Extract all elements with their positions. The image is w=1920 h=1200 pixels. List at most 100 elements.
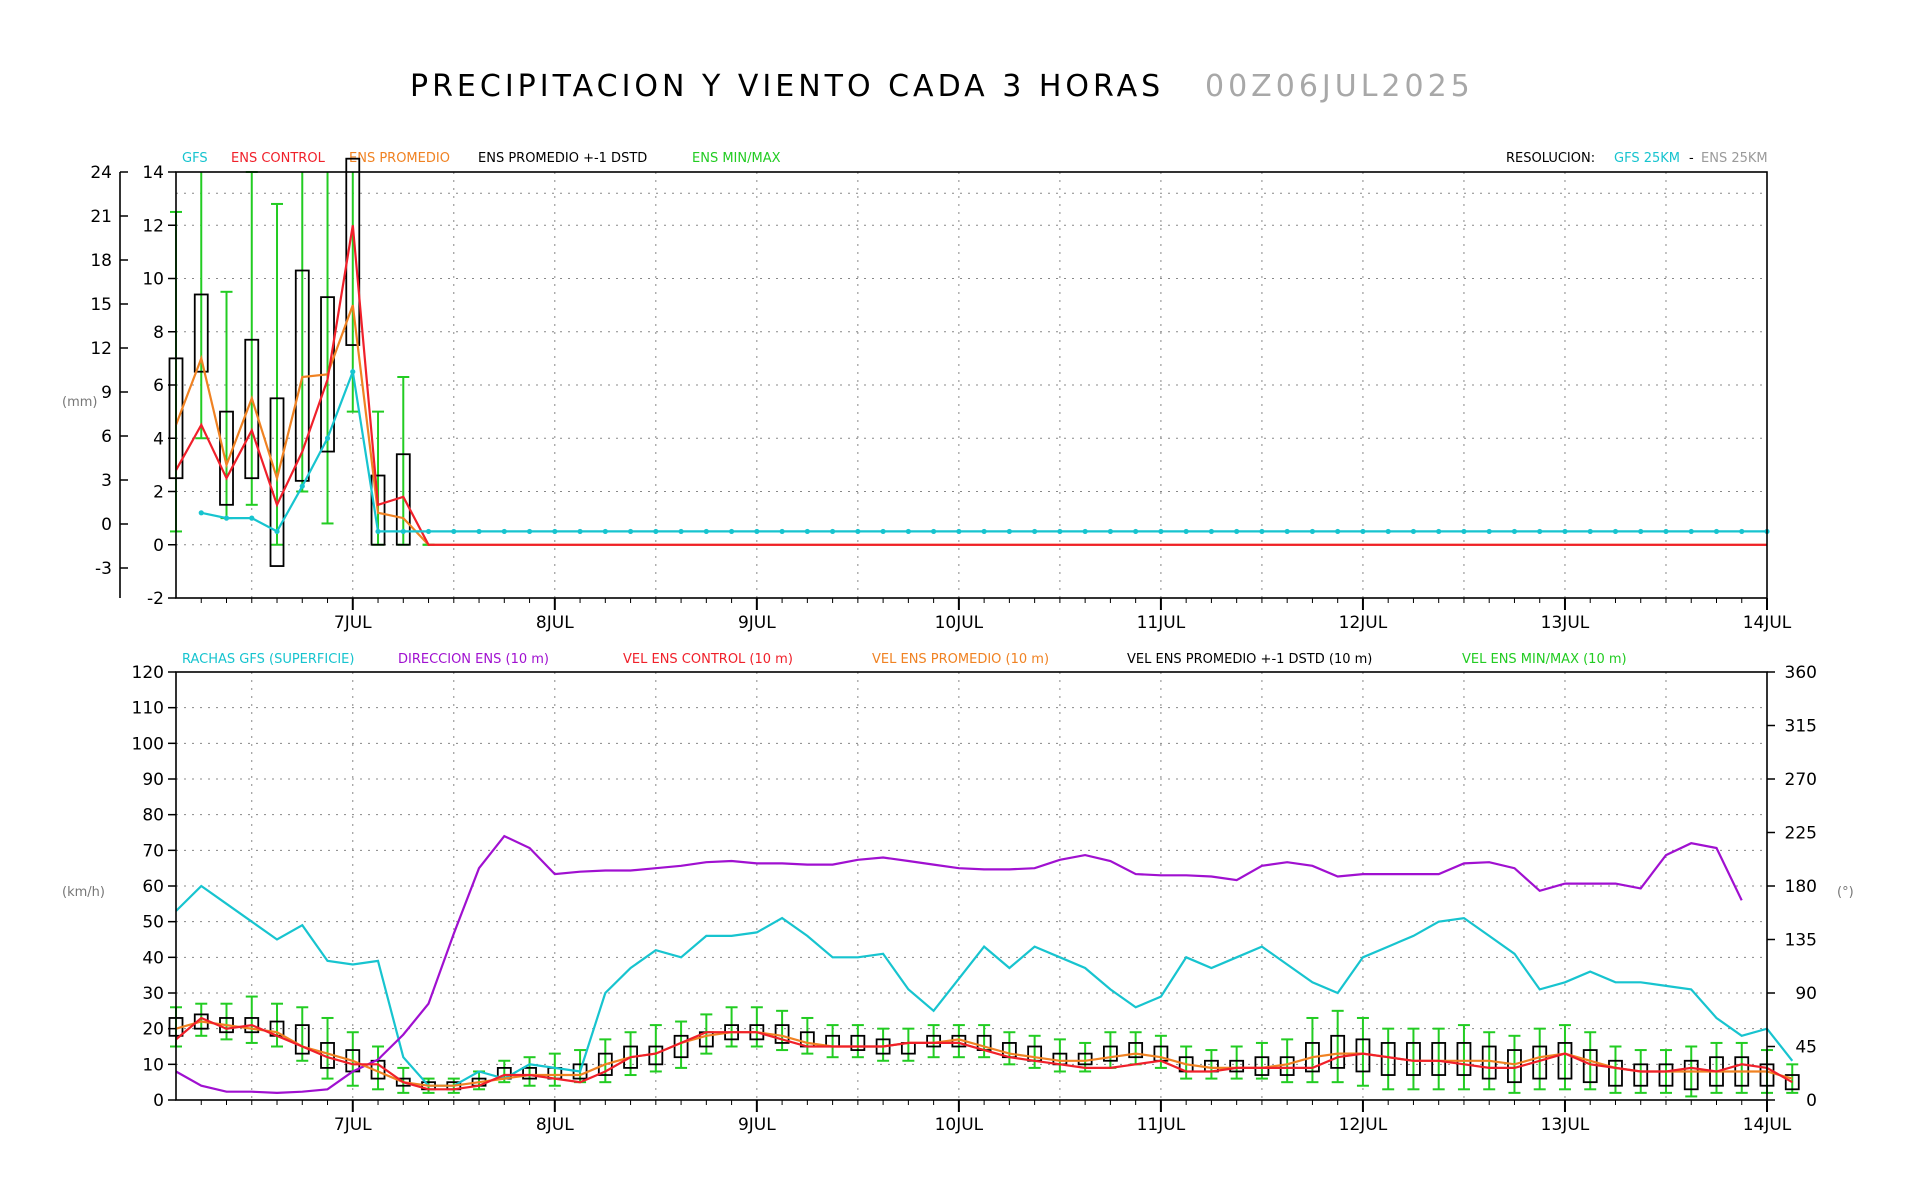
wind-std-box-38 bbox=[1128, 1042, 1144, 1059]
p2-llabel-6: 60 bbox=[142, 877, 164, 897]
legend-gfs: GFS bbox=[182, 151, 208, 166]
wind-ens-control-line bbox=[175, 1016, 1793, 1091]
precip-gfs-point-25 bbox=[804, 528, 810, 535]
precip-gfs-point-23 bbox=[754, 528, 760, 535]
precip-gfs-point-14 bbox=[526, 528, 533, 535]
precip-gfs-point-27 bbox=[855, 528, 861, 535]
precip-gfs-point-6 bbox=[324, 435, 331, 441]
wind-std-box-5 bbox=[294, 1024, 310, 1055]
precip-gfs-point-57 bbox=[1612, 528, 1619, 535]
wind-std-box-50 bbox=[1431, 1042, 1447, 1076]
precip-gfs-point-45 bbox=[1309, 528, 1316, 535]
wind-ens-mean-line bbox=[175, 1020, 1793, 1087]
p2-llabel-4: 80 bbox=[142, 806, 164, 826]
precip-gfs-point-32 bbox=[981, 528, 987, 535]
p1-xlabel-3: 10JUL bbox=[935, 613, 984, 633]
p1-xlabel-0: 7JUL bbox=[334, 613, 372, 633]
legend-ens-minmax: ENS MIN/MAX bbox=[692, 151, 781, 166]
p1-rlabel-8: -2 bbox=[147, 589, 164, 609]
panel2-legend: RACHAS GFS (SUPERFICIE) DIRECCION ENS (1… bbox=[182, 652, 1627, 667]
precip-gfs-point-18 bbox=[627, 528, 634, 535]
panel1-plot bbox=[168, 157, 1770, 567]
p2-xlabel-3: 10JUL bbox=[935, 1115, 984, 1135]
panel2-unit-right: (°) bbox=[1837, 885, 1854, 900]
p2-llabel-10: 20 bbox=[142, 1020, 164, 1040]
p2-llabel-5: 70 bbox=[142, 841, 164, 861]
precip-gfs-point-34 bbox=[1032, 528, 1038, 535]
p2-xlabel-0: 7JUL bbox=[334, 1115, 372, 1135]
precip-gfs-point-9 bbox=[400, 528, 406, 535]
p1-llabel-3: 15 bbox=[90, 295, 112, 315]
p1-xlabel-2: 9JUL bbox=[738, 613, 776, 633]
precip-gfs-point-2 bbox=[223, 515, 230, 521]
resolution-label: RESOLUCION: bbox=[1506, 151, 1595, 166]
legend-ens-std: ENS PROMEDIO +-1 DSTD bbox=[478, 151, 647, 166]
precip-std-box-2 bbox=[219, 410, 234, 506]
p1-rlabel-7: 0 bbox=[153, 536, 164, 556]
precip-gfs-point-44 bbox=[1284, 528, 1290, 535]
precip-gfs-point-12 bbox=[476, 528, 482, 535]
precip-gfs-point-29 bbox=[905, 528, 911, 535]
precip-gfs-point-13 bbox=[501, 528, 507, 535]
p1-xlabel-1: 8JUL bbox=[536, 613, 574, 633]
p2-llabel-0: 120 bbox=[132, 663, 164, 683]
precip-ens-control-line bbox=[175, 225, 1767, 546]
wind-std-box-51 bbox=[1456, 1042, 1472, 1076]
wind-std-box-14 bbox=[522, 1067, 537, 1080]
precip-ens-mean-line bbox=[174, 304, 1767, 546]
p2-xlabel-1: 8JUL bbox=[536, 1115, 574, 1135]
precip-gfs-point-60 bbox=[1688, 528, 1694, 535]
p1-llabel-8: 0 bbox=[101, 515, 112, 535]
p2-rlabel-4: 180 bbox=[1785, 877, 1817, 897]
precip-gfs-point-5 bbox=[299, 483, 305, 489]
precip-gfs-point-46 bbox=[1335, 528, 1341, 535]
p2-llabel-11: 10 bbox=[142, 1055, 164, 1075]
p1-llabel-1: 21 bbox=[90, 207, 112, 227]
legend-wind-mean: VEL ENS PROMEDIO (10 m) bbox=[872, 652, 1049, 667]
p2-rlabel-7: 45 bbox=[1795, 1038, 1817, 1058]
p2-xlabel-5: 12JUL bbox=[1339, 1115, 1388, 1135]
p2-rlabel-2: 270 bbox=[1785, 770, 1817, 790]
p2-rlabel-5: 135 bbox=[1785, 931, 1817, 951]
p1-rlabel-3: 8 bbox=[153, 323, 164, 343]
precip-gfs-point-24 bbox=[779, 528, 785, 535]
p1-rlabel-0: 14 bbox=[142, 163, 164, 183]
precip-gfs-point-10 bbox=[425, 528, 432, 535]
precip-gfs-point-48 bbox=[1385, 528, 1391, 535]
precip-gfs-point-35 bbox=[1057, 528, 1063, 535]
precip-gfs-point-37 bbox=[1107, 528, 1113, 535]
precip-std-box-7 bbox=[345, 157, 361, 346]
panel1-grid bbox=[176, 171, 1767, 598]
precip-gfs-point-31 bbox=[956, 528, 962, 535]
panel2-plot bbox=[168, 834, 1800, 1098]
precip-gfs-point-36 bbox=[1082, 528, 1088, 535]
p1-rlabel-1: 12 bbox=[142, 216, 164, 236]
panel2-unit-left: (km/h) bbox=[62, 885, 105, 900]
precip-gfs-point-49 bbox=[1410, 528, 1417, 535]
legend-wind-minmax: VEL ENS MIN/MAX (10 m) bbox=[1462, 652, 1627, 667]
p2-xlabel-2: 9JUL bbox=[738, 1115, 776, 1135]
precip-gfs-point-42 bbox=[1234, 528, 1240, 535]
precip-gfs-point-61 bbox=[1713, 528, 1720, 535]
legend-ens-control: ENS CONTROL bbox=[231, 151, 326, 166]
precip-std-box-8 bbox=[370, 474, 386, 546]
p1-llabel-6: 6 bbox=[101, 427, 112, 447]
wind-std-box-42 bbox=[1229, 1059, 1245, 1073]
precip-gfs-point-39 bbox=[1158, 528, 1164, 535]
precip-gfs-point-26 bbox=[830, 528, 836, 535]
precip-gfs-point-1 bbox=[198, 510, 204, 516]
precip-std-box-3 bbox=[244, 338, 260, 480]
precip-gfs-point-52 bbox=[1486, 528, 1492, 535]
wind-std-box-58 bbox=[1633, 1063, 1649, 1087]
p2-rlabel-3: 225 bbox=[1785, 824, 1817, 844]
p2-rlabel-1: 315 bbox=[1785, 717, 1817, 737]
p2-llabel-7: 50 bbox=[142, 913, 164, 933]
p1-rlabel-6: 2 bbox=[153, 483, 164, 503]
p2-rlabel-6: 90 bbox=[1795, 984, 1817, 1004]
p2-llabel-1: 110 bbox=[132, 699, 164, 719]
legend-wind-control: VEL ENS CONTROL (10 m) bbox=[623, 652, 793, 667]
legend-wind-std: VEL ENS PROMEDIO +-1 DSTD (10 m) bbox=[1127, 652, 1372, 667]
panel2-axes: 7JUL 8JUL 9JUL 10JUL 11JUL 12JUL 13JUL 14JUL 120… bbox=[132, 663, 1817, 1135]
panel1-unit-label: (mm) bbox=[62, 395, 97, 410]
